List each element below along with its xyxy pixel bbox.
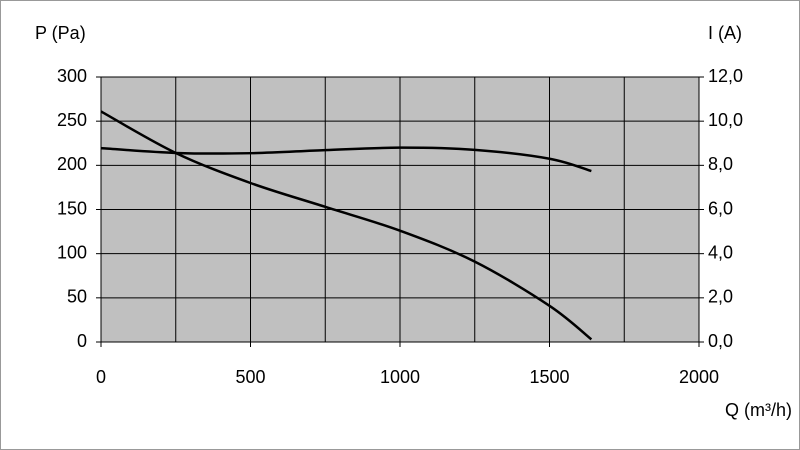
y2-tick-label: 10,0 — [708, 110, 743, 130]
y2-tick-label: 2,0 — [708, 287, 733, 307]
y-tick-label: 0 — [77, 331, 87, 351]
data-line — [100, 146, 592, 173]
y-tick-label: 200 — [57, 154, 87, 174]
x-tick-label: 2000 — [679, 367, 719, 387]
y-tick-label: 300 — [57, 66, 87, 86]
y-tick-label: 250 — [57, 110, 87, 130]
x-tick-label: 1000 — [380, 367, 420, 387]
y-tick-label: 150 — [57, 198, 87, 218]
y2-tick-label: 12,0 — [708, 66, 743, 86]
y-axis-title: P (Pa) — [35, 23, 86, 43]
x-tick-label: 1500 — [529, 367, 569, 387]
y-tick-label: 50 — [67, 287, 87, 307]
y2-tick-label: 4,0 — [708, 242, 733, 262]
y2-tick-label: 6,0 — [708, 198, 733, 218]
y2-axis-title: I (A) — [708, 23, 742, 43]
y2-tick-label: 8,0 — [708, 154, 733, 174]
x-tick-label: 0 — [96, 367, 106, 387]
x-axis-title: Q (m³/h) — [725, 400, 792, 420]
y2-tick-label: 0,0 — [708, 331, 733, 351]
x-tick-label: 500 — [235, 367, 265, 387]
y-tick-label: 100 — [57, 242, 87, 262]
